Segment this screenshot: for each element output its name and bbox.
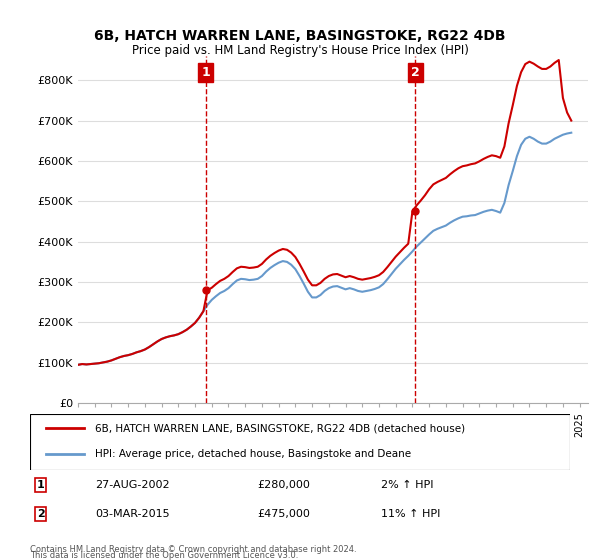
Text: 6B, HATCH WARREN LANE, BASINGSTOKE, RG22 4DB (detached house): 6B, HATCH WARREN LANE, BASINGSTOKE, RG22…: [95, 423, 465, 433]
Text: 1: 1: [202, 66, 210, 78]
Text: Contains HM Land Registry data © Crown copyright and database right 2024.: Contains HM Land Registry data © Crown c…: [30, 544, 356, 554]
Text: 2: 2: [411, 66, 419, 78]
Text: 1: 1: [37, 480, 44, 490]
Text: 03-MAR-2015: 03-MAR-2015: [95, 509, 169, 519]
Text: 6B, HATCH WARREN LANE, BASINGSTOKE, RG22 4DB: 6B, HATCH WARREN LANE, BASINGSTOKE, RG22…: [94, 29, 506, 44]
Text: 2: 2: [37, 509, 44, 519]
Text: Price paid vs. HM Land Registry's House Price Index (HPI): Price paid vs. HM Land Registry's House …: [131, 44, 469, 57]
Text: HPI: Average price, detached house, Basingstoke and Deane: HPI: Average price, detached house, Basi…: [95, 449, 411, 459]
Text: £280,000: £280,000: [257, 480, 310, 490]
Text: 27-AUG-2002: 27-AUG-2002: [95, 480, 169, 490]
Text: 11% ↑ HPI: 11% ↑ HPI: [381, 509, 440, 519]
Text: 2% ↑ HPI: 2% ↑ HPI: [381, 480, 433, 490]
Text: This data is licensed under the Open Government Licence v3.0.: This data is licensed under the Open Gov…: [30, 551, 298, 560]
Text: £475,000: £475,000: [257, 509, 310, 519]
FancyBboxPatch shape: [30, 414, 570, 470]
